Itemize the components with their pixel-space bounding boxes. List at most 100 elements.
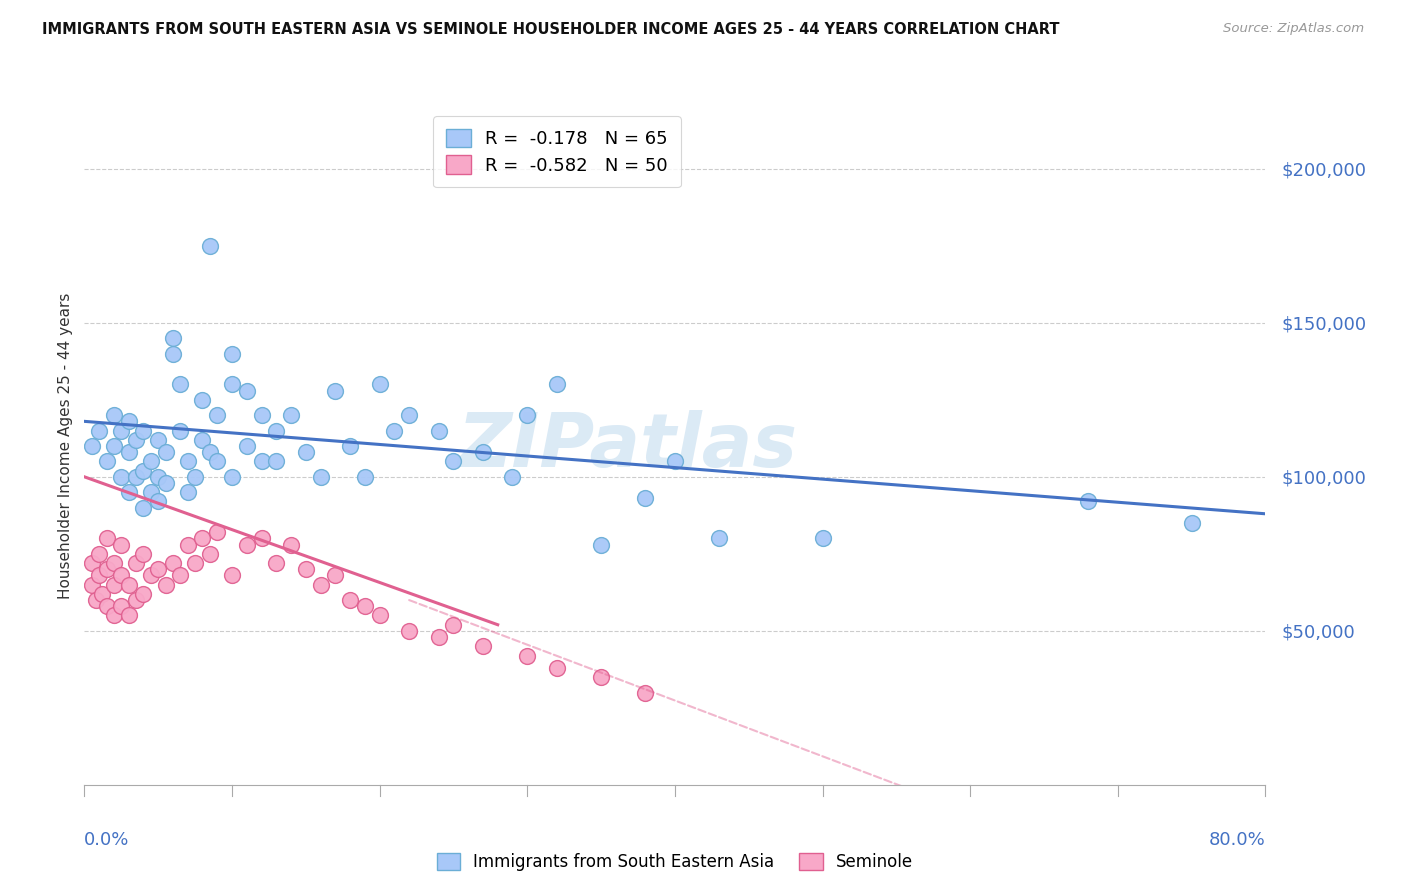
Point — [546, 377, 568, 392]
Point — [264, 454, 288, 468]
Y-axis label: Householder Income Ages 25 - 44 years: Householder Income Ages 25 - 44 years — [58, 293, 73, 599]
Point — [295, 562, 318, 576]
Point — [148, 433, 170, 447]
Point — [139, 454, 162, 468]
Text: ZIPatlas: ZIPatlas — [457, 409, 797, 483]
Point — [87, 424, 111, 438]
Point — [155, 475, 177, 490]
Point — [125, 556, 148, 570]
Point — [177, 485, 200, 500]
Point — [398, 624, 420, 638]
Point — [191, 433, 214, 447]
Text: IMMIGRANTS FROM SOUTH EASTERN ASIA VS SEMINOLE HOUSEHOLDER INCOME AGES 25 - 44 Y: IMMIGRANTS FROM SOUTH EASTERN ASIA VS SE… — [42, 22, 1060, 37]
Point — [235, 538, 259, 552]
Point — [323, 384, 347, 398]
Point — [103, 408, 125, 422]
Text: 80.0%: 80.0% — [1209, 831, 1265, 849]
Point — [110, 568, 132, 582]
Point — [132, 587, 155, 601]
Point — [198, 547, 221, 561]
Point — [139, 485, 162, 500]
Point — [198, 238, 221, 252]
Point — [169, 377, 191, 392]
Point — [110, 599, 132, 614]
Point — [516, 408, 538, 422]
Legend: R =  -0.178   N = 65, R =  -0.582   N = 50: R = -0.178 N = 65, R = -0.582 N = 50 — [433, 116, 681, 187]
Point — [96, 532, 118, 546]
Point — [280, 408, 302, 422]
Point — [118, 445, 141, 459]
Point — [125, 593, 148, 607]
Point — [87, 547, 111, 561]
Point — [103, 577, 125, 591]
Point — [382, 424, 406, 438]
Point — [250, 454, 273, 468]
Point — [339, 439, 361, 453]
Point — [339, 593, 361, 607]
Point — [591, 670, 613, 684]
Point — [235, 439, 259, 453]
Point — [103, 439, 125, 453]
Point — [221, 346, 243, 360]
Point — [87, 568, 111, 582]
Point — [441, 617, 464, 632]
Point — [80, 556, 103, 570]
Point — [96, 562, 118, 576]
Point — [250, 532, 273, 546]
Point — [309, 577, 332, 591]
Point — [125, 470, 148, 484]
Point — [264, 556, 288, 570]
Point — [205, 525, 228, 540]
Point — [96, 599, 118, 614]
Point — [177, 454, 200, 468]
Point — [169, 568, 191, 582]
Point — [205, 454, 228, 468]
Point — [221, 377, 243, 392]
Point — [250, 408, 273, 422]
Point — [132, 464, 155, 478]
Point — [472, 640, 495, 654]
Point — [84, 593, 107, 607]
Point — [91, 587, 114, 601]
Point — [1180, 516, 1202, 530]
Legend: Immigrants from South Eastern Asia, Seminole: Immigrants from South Eastern Asia, Semi… — [429, 845, 921, 880]
Point — [118, 414, 141, 428]
Point — [169, 424, 191, 438]
Point — [191, 392, 214, 407]
Point — [235, 384, 259, 398]
Point — [501, 470, 523, 484]
Point — [264, 424, 288, 438]
Point — [162, 346, 184, 360]
Point — [132, 547, 155, 561]
Point — [118, 608, 141, 623]
Point — [184, 470, 207, 484]
Point — [323, 568, 347, 582]
Point — [191, 532, 214, 546]
Point — [427, 424, 450, 438]
Point — [198, 445, 221, 459]
Point — [80, 439, 103, 453]
Point — [177, 538, 200, 552]
Text: 0.0%: 0.0% — [84, 831, 129, 849]
Point — [148, 470, 170, 484]
Point — [125, 433, 148, 447]
Point — [354, 470, 377, 484]
Point — [709, 532, 731, 546]
Point — [118, 485, 141, 500]
Point — [516, 648, 538, 663]
Point — [80, 577, 103, 591]
Point — [155, 577, 177, 591]
Point — [103, 556, 125, 570]
Point — [155, 445, 177, 459]
Point — [110, 424, 132, 438]
Point — [221, 470, 243, 484]
Point — [96, 454, 118, 468]
Point — [221, 568, 243, 582]
Point — [472, 445, 495, 459]
Point — [162, 331, 184, 345]
Point — [309, 470, 332, 484]
Point — [118, 577, 141, 591]
Point — [162, 556, 184, 570]
Point — [368, 608, 391, 623]
Point — [368, 377, 391, 392]
